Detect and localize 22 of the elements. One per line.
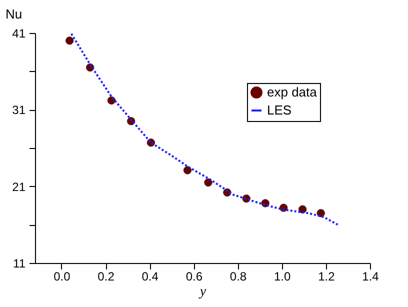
x-tick-label: 0.2 xyxy=(98,270,115,284)
line-series xyxy=(70,33,340,226)
y-tick-label: 41 xyxy=(12,26,26,40)
x-tick-label: 0.8 xyxy=(230,270,247,284)
x-tick-label: 0.6 xyxy=(186,270,203,284)
y-axis-title: Nu xyxy=(6,6,22,22)
x-tick-label: 1.4 xyxy=(362,270,380,284)
legend-label: exp data xyxy=(267,84,318,100)
x-tick-label: 0.4 xyxy=(142,270,159,284)
x-tick-label: 1.2 xyxy=(318,270,336,284)
legend-label: LES xyxy=(267,102,292,118)
point xyxy=(316,209,325,218)
y-tick-label: 11 xyxy=(13,256,26,270)
x-axis-title: y xyxy=(198,284,207,300)
x-tick-label: 0.0 xyxy=(54,270,71,284)
point xyxy=(183,166,192,174)
y-tick-label: 21 xyxy=(12,180,26,194)
point xyxy=(107,96,116,105)
y-tick-label: 31 xyxy=(12,103,26,118)
point xyxy=(65,36,74,45)
point xyxy=(204,178,212,187)
x-tick-label: 1.0 xyxy=(274,270,292,284)
